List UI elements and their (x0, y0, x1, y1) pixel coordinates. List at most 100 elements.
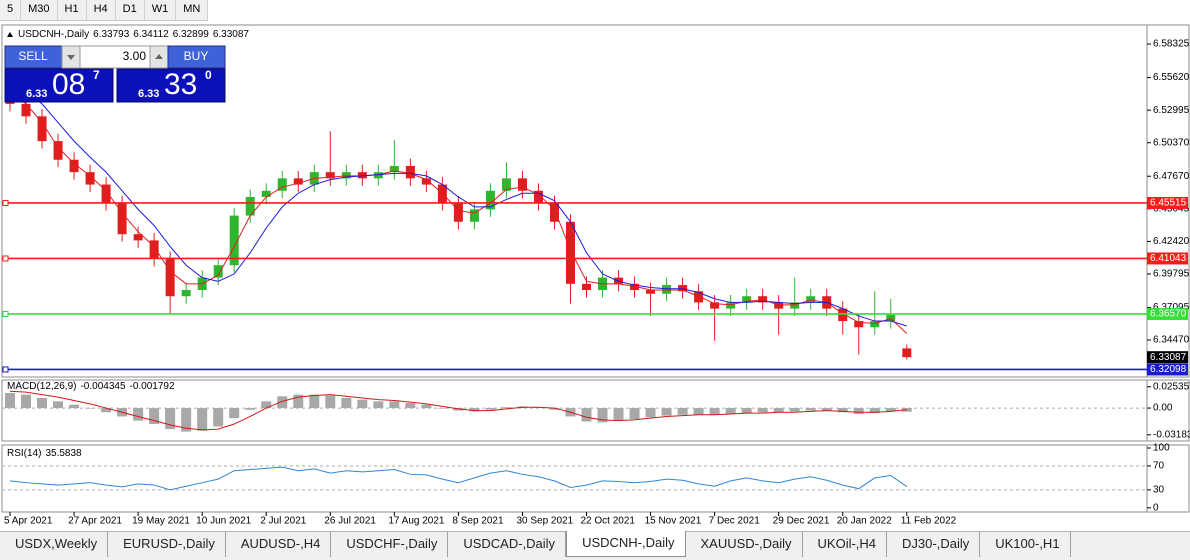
y-tick-label: -0.03183 (1153, 429, 1190, 440)
candle-body (357, 172, 367, 179)
y-tick-label: 6.34470 (1153, 335, 1190, 346)
candle-body (469, 209, 479, 222)
pips: 33 (164, 68, 197, 101)
macd-signal (9, 390, 907, 431)
level-price-box (1147, 363, 1188, 376)
chart-tab[interactable]: USDCHF-,Daily (331, 532, 449, 557)
buy-price-box[interactable] (116, 68, 226, 103)
candle-body (549, 203, 559, 222)
x-tick-label: 29 Dec 2021 (773, 516, 830, 527)
point: 7 (93, 68, 100, 82)
macd-bar (405, 403, 416, 409)
y-tick-label: 6.58325 (1153, 39, 1190, 50)
level-handle (2, 255, 9, 262)
macd-name: MACD(12,26,9) (7, 381, 76, 392)
candle-body (501, 178, 511, 191)
y-tick-label: 6.52995 (1153, 105, 1190, 116)
level-price-box (1147, 252, 1188, 265)
candle-body (614, 277, 624, 284)
macd-bar (149, 408, 160, 425)
candle-body (806, 296, 816, 303)
candle-body (726, 302, 736, 309)
level-price-label: 6.36570 (1150, 309, 1187, 320)
timeframe-button[interactable]: M30 (21, 0, 58, 20)
macd-bar (469, 408, 480, 412)
timeframe-button[interactable]: H4 (87, 0, 116, 20)
y-tick-label: 0 (1153, 502, 1159, 513)
candle-body (678, 285, 688, 292)
y-tick-label: 6.37095 (1153, 302, 1190, 313)
candle-body (533, 190, 543, 204)
macd-bar (581, 408, 592, 422)
candle-body (325, 172, 335, 179)
timeframe-button[interactable]: D1 (116, 0, 145, 20)
chart-tab[interactable]: USDCAD-,Daily (448, 532, 567, 557)
candle-body (662, 285, 672, 294)
y-tick-label: 6.50370 (1153, 137, 1190, 148)
candle-body (710, 302, 720, 309)
macd-bar (821, 408, 832, 411)
macd-bar (53, 401, 64, 409)
candle-body (630, 283, 640, 291)
macd-bar (869, 408, 880, 414)
candle-body (405, 165, 415, 179)
macd-bar (549, 408, 560, 410)
collapse-icon (7, 32, 13, 37)
macd-bar (373, 401, 384, 409)
candle-body (646, 290, 656, 294)
x-tick-label: 11 Feb 2022 (901, 516, 957, 527)
buy-label: BUY (184, 49, 209, 63)
sell-price-box[interactable] (4, 68, 114, 103)
chart-tab[interactable]: USDX,Weekly (0, 532, 109, 557)
macd-bar (389, 401, 400, 409)
level-handle (2, 366, 9, 373)
chart-tab[interactable]: XAUUSD-,Daily (686, 532, 803, 557)
chart-tab[interactable]: DJ30-,Daily (887, 532, 981, 557)
chart-tab[interactable]: AUDUSD-,H4 (226, 532, 332, 557)
y-tick-label: 100 (1153, 443, 1170, 454)
x-tick-label: 10 Jun 2021 (196, 516, 251, 527)
y-tick-label: 6.39795 (1153, 269, 1190, 280)
candle-body (229, 215, 239, 266)
macd-title: MACD(12,26,9) -0.004345 -0.001792 (7, 381, 175, 392)
timeframe-button[interactable]: W1 (145, 0, 177, 20)
timeframe-button[interactable]: MN (176, 0, 209, 20)
macd-signal-value: -0.001792 (130, 381, 175, 392)
candle-body (117, 203, 127, 235)
candle-body (758, 296, 768, 303)
macd-bar (37, 397, 48, 409)
macd-bar (197, 408, 208, 431)
candle-body (870, 321, 880, 328)
price-axis (1146, 444, 1190, 513)
macd-bar (69, 404, 80, 409)
candle-body (742, 296, 752, 303)
lot-up-arrow (155, 54, 163, 59)
candle-body (582, 283, 592, 291)
candle-body (293, 178, 303, 185)
macd-bar (645, 408, 656, 418)
lot-down-arrow (67, 55, 75, 60)
chart-tab[interactable]: USDCNH-,Daily (566, 531, 686, 557)
candle-body (53, 141, 63, 160)
big-figure: 6.33 (26, 88, 47, 100)
chart-tab[interactable]: UKOil-,H4 (803, 532, 888, 557)
candle-body (101, 184, 111, 204)
macd-bar (261, 401, 272, 409)
macd-bar (229, 408, 240, 419)
candle-body (85, 172, 95, 185)
y-tick-label: 0.025357 (1153, 381, 1190, 392)
buy-button[interactable] (167, 45, 226, 69)
candle-body (694, 291, 704, 303)
x-tick-label: 7 Dec 2021 (709, 516, 761, 527)
macd-bar (693, 408, 704, 415)
chart-tab[interactable]: UK100-,H1 (980, 532, 1071, 557)
timeframe-button[interactable]: 5 (0, 0, 22, 20)
timeframe-button[interactable]: H1 (58, 0, 87, 20)
macd-bar (21, 394, 32, 409)
level-price-label: 6.41043 (1150, 253, 1187, 264)
chart-tab[interactable]: EURUSD-,Daily (108, 532, 226, 557)
y-tick-label: 6.55620 (1153, 72, 1190, 83)
candle-body (181, 290, 191, 297)
